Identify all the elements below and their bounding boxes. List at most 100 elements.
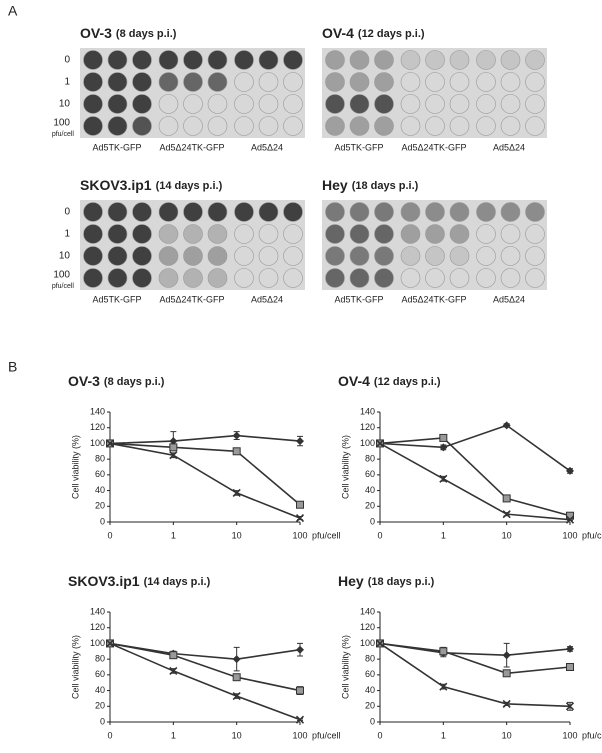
row-unit: pfu/cell xyxy=(52,283,75,290)
marker xyxy=(502,699,511,708)
row-label: 0 xyxy=(64,55,70,66)
marker xyxy=(375,639,385,648)
x-tick-label: 0 xyxy=(107,530,112,540)
well xyxy=(207,50,228,70)
marker xyxy=(295,715,305,724)
well xyxy=(183,94,203,114)
x-tick-label: 0 xyxy=(377,530,382,540)
well xyxy=(283,224,303,244)
well xyxy=(476,268,496,288)
well xyxy=(374,72,394,92)
marker xyxy=(296,645,304,654)
well xyxy=(234,202,254,222)
well xyxy=(325,94,345,114)
chart-subtitle: (18 days p.i.) xyxy=(368,576,435,588)
series-line xyxy=(379,642,571,675)
well xyxy=(258,246,279,266)
well xyxy=(107,202,128,222)
series-line xyxy=(109,642,301,692)
marker xyxy=(439,474,448,483)
plate-title: OV-3 (8 days p.i.) xyxy=(80,25,177,41)
y-tick-label: 100 xyxy=(360,638,375,648)
well xyxy=(374,224,394,244)
well xyxy=(234,116,254,136)
well xyxy=(83,268,103,288)
well xyxy=(158,94,179,114)
well xyxy=(234,246,254,266)
well xyxy=(234,94,254,114)
y-tick-label: 20 xyxy=(95,701,105,711)
column-label: Ad5Δ24 xyxy=(493,142,525,152)
well xyxy=(132,224,152,244)
well xyxy=(158,246,179,266)
marker xyxy=(502,669,511,678)
well xyxy=(349,202,370,222)
column-label: Ad5Δ24TK-GFP xyxy=(159,294,224,304)
y-tick-label: 120 xyxy=(360,422,375,432)
row-label: 10 xyxy=(59,99,71,110)
marker xyxy=(565,702,575,711)
y-tick-label: 20 xyxy=(365,701,375,711)
marker xyxy=(502,510,511,519)
well xyxy=(107,224,128,244)
well xyxy=(183,72,203,92)
marker xyxy=(502,651,511,660)
marker xyxy=(296,500,304,509)
well xyxy=(525,202,545,222)
column-label: Ad5TK-GFP xyxy=(92,294,141,304)
x-tick-label: 100 xyxy=(292,530,307,540)
well xyxy=(258,72,279,92)
well xyxy=(425,202,445,222)
well xyxy=(525,72,545,92)
well xyxy=(349,72,370,92)
well xyxy=(449,94,470,114)
column-label: Ad5Δ24 xyxy=(251,294,283,304)
well xyxy=(258,224,279,244)
plate-title: OV-4 (12 days p.i.) xyxy=(322,25,425,41)
well xyxy=(325,224,345,244)
well xyxy=(234,72,254,92)
well xyxy=(476,246,496,266)
column-label: Ad5TK-GFP xyxy=(92,142,141,152)
plate-title-sub: (12 days p.i.) xyxy=(358,28,425,40)
well xyxy=(425,268,445,288)
y-axis-label: Cell viability (%) xyxy=(70,635,80,699)
marker xyxy=(169,443,178,452)
well xyxy=(183,50,203,70)
column-label: Ad5Δ24TK-GFP xyxy=(401,142,466,152)
well xyxy=(207,94,228,114)
y-tick-label: 80 xyxy=(95,454,105,464)
well xyxy=(325,50,345,70)
well xyxy=(476,94,496,114)
y-tick-label: 100 xyxy=(360,438,375,448)
marker xyxy=(502,494,511,503)
well xyxy=(283,50,303,70)
plate-title-main: Hey xyxy=(322,177,348,193)
plate-title-sub: (8 days p.i.) xyxy=(116,28,177,40)
well xyxy=(83,202,103,222)
marker xyxy=(232,488,241,497)
well xyxy=(132,72,152,92)
y-tick-label: 60 xyxy=(365,669,375,679)
y-tick-label: 0 xyxy=(100,516,105,526)
well xyxy=(107,246,128,266)
well xyxy=(234,268,254,288)
well xyxy=(283,268,303,288)
well xyxy=(283,202,303,222)
well xyxy=(374,268,394,288)
well xyxy=(525,94,545,114)
x-tick-label: 1 xyxy=(171,730,176,740)
x-tick-label: 0 xyxy=(377,730,382,740)
well xyxy=(400,116,421,136)
chart-subtitle: (12 days p.i.) xyxy=(374,376,441,388)
series-line xyxy=(379,642,571,708)
column-label: Ad5Δ24 xyxy=(251,142,283,152)
plate-title-main: OV-4 xyxy=(322,25,354,41)
well xyxy=(132,50,152,70)
row-label: 0 xyxy=(64,207,70,218)
well xyxy=(283,94,303,114)
column-label: Ad5TK-GFP xyxy=(334,142,383,152)
y-tick-label: 40 xyxy=(95,485,105,495)
plate-title-sub: (14 days p.i.) xyxy=(156,180,223,192)
well xyxy=(476,72,496,92)
